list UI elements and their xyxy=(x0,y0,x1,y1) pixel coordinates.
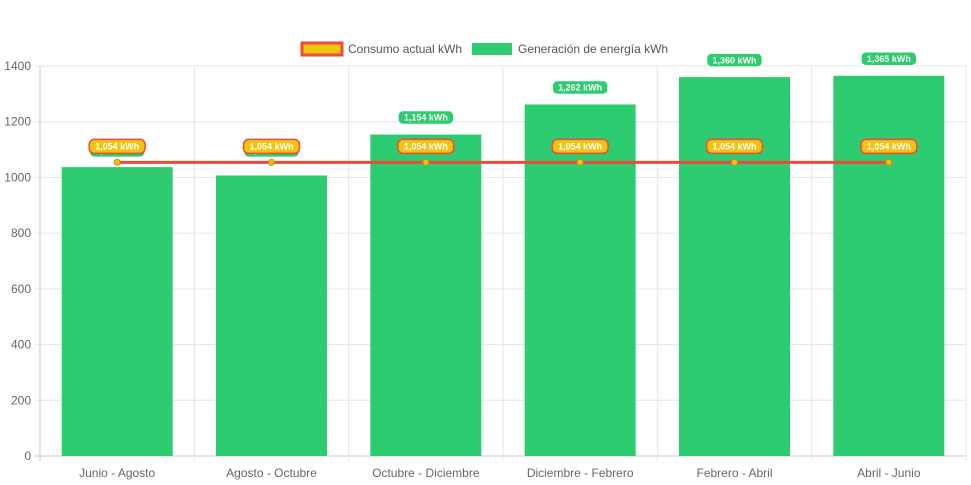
legend-swatch-generacion xyxy=(472,43,512,55)
line-data-label-text: 1,054 kWh xyxy=(867,142,911,152)
line-data-label: 1,054 kWh xyxy=(242,138,301,155)
bar-data-label-bg xyxy=(397,109,455,126)
legend-label-consumo: Consumo actual kWh xyxy=(348,42,462,56)
y-tick-label: 1200 xyxy=(4,115,31,129)
x-tick-label: Octubre - Diciembre xyxy=(372,466,480,480)
y-tick-label: 0 xyxy=(24,449,31,463)
line-point[interactable] xyxy=(731,158,738,166)
line-point[interactable] xyxy=(885,158,893,166)
bar-data-label-text: 1,360 kWh xyxy=(712,55,756,65)
x-tick-label: Abril - Junio xyxy=(857,466,921,480)
line-data-label-bg xyxy=(242,138,301,155)
line-data-label-bg xyxy=(705,138,764,155)
grid-layer xyxy=(35,65,967,461)
line-data-label: 1,054 kWh xyxy=(705,138,764,155)
y-tick-label: 200 xyxy=(11,393,31,407)
line-data-label-text: 1,054 kWh xyxy=(249,142,293,152)
bar[interactable] xyxy=(216,175,327,456)
line-data-label-text: 1,054 kWh xyxy=(95,142,139,152)
line-data-label: 1,054 kWh xyxy=(551,138,609,155)
x-tick-label: Febrero - Abril xyxy=(696,466,772,480)
bar-data-label-text: 1,154 kWh xyxy=(404,113,448,123)
bar-data-label-bg xyxy=(551,79,609,96)
line-data-label: 1,054 kWh xyxy=(88,138,146,155)
legend: Consumo actual kWh Generación de energía… xyxy=(300,41,668,57)
x-tick-label: Junio - Agosto xyxy=(79,466,155,480)
bar-data-label-text: 1,262 kWh xyxy=(558,83,602,93)
bar-data-label: 1,365 kWh xyxy=(860,51,918,67)
legend-item-consumo[interactable]: Consumo actual kWh xyxy=(300,41,462,57)
legend-swatch-consumo xyxy=(300,41,344,57)
legend-item-generacion[interactable]: Generación de energía kWh xyxy=(472,42,668,56)
bar-data-label-bg xyxy=(705,52,764,68)
line-data-label-text: 1,054 kWh xyxy=(558,142,602,152)
bar[interactable] xyxy=(61,167,173,456)
bar-data-label-bg xyxy=(860,51,918,67)
bar[interactable] xyxy=(524,104,636,456)
line-data-label-text: 1,054 kWh xyxy=(712,142,756,152)
line-data-label-bg xyxy=(88,138,146,155)
bar-data-label: 1,262 kWh xyxy=(551,79,609,96)
x-tick-label: Agosto - Octubre xyxy=(226,466,317,480)
y-tick-label: 600 xyxy=(11,282,31,296)
line-point[interactable] xyxy=(576,158,584,166)
line-point[interactable] xyxy=(113,158,121,166)
line-point[interactable] xyxy=(422,158,430,166)
line-data-label-text: 1,054 kWh xyxy=(404,142,448,152)
line-data-label-bg xyxy=(551,138,609,155)
line-data-label-bg xyxy=(397,138,455,155)
line-point[interactable] xyxy=(268,158,275,166)
line-labels-layer: 1,054 kWh 1,054 kWh 1,054 kWh 1,054 kWh 1,05… xyxy=(88,138,918,155)
bar[interactable] xyxy=(370,134,482,456)
y-tick-label: 1000 xyxy=(4,170,31,184)
line-data-label: 1,054 kWh xyxy=(860,138,918,155)
bar[interactable] xyxy=(833,75,945,456)
y-tick-label: 1400 xyxy=(4,59,31,73)
x-tick-label: Diciembre - Febrero xyxy=(527,466,634,480)
y-tick-label: 400 xyxy=(11,338,31,352)
line-layer xyxy=(113,158,893,166)
y-tick-label: 800 xyxy=(11,226,31,240)
axis-layer: 0 200 400 600 800 1000 1200 1400 Junio - Agosto A… xyxy=(4,59,921,480)
bar[interactable] xyxy=(679,77,790,457)
legend-label-generacion: Generación de energía kWh xyxy=(518,42,668,56)
bar-data-label: 1,360 kWh xyxy=(705,52,764,68)
bar-data-label: 1,154 kWh xyxy=(397,109,455,126)
line-data-label-bg xyxy=(860,138,918,155)
line-data-label: 1,054 kWh xyxy=(397,138,455,155)
bar-data-label-text: 1,365 kWh xyxy=(867,54,911,64)
